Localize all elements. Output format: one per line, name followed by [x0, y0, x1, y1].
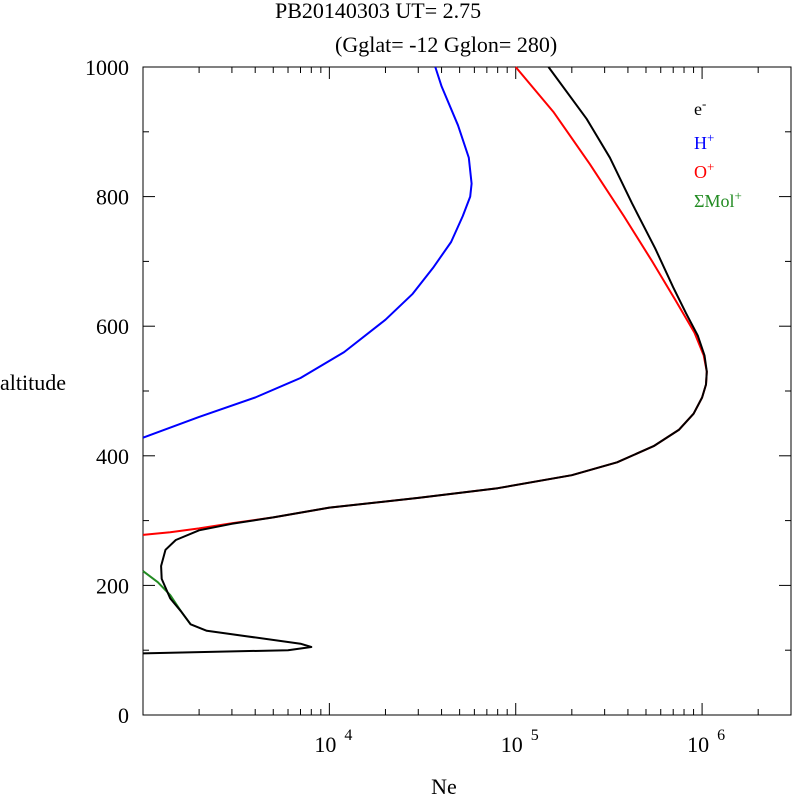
axis-ticks [142, 66, 792, 716]
y-axis-label: altitude [0, 370, 66, 395]
legend-entry: ΣMol+ [694, 188, 742, 211]
x-tick-label: 10 [501, 732, 523, 757]
x-tick-label: 10 [314, 732, 336, 757]
x-tick-label: 10 [687, 732, 709, 757]
y-tick-label: 400 [96, 444, 129, 469]
legend: e- H+ O+ ΣMol+ [694, 96, 742, 211]
legend-entry: e- [694, 96, 706, 119]
series-line [142, 66, 708, 655]
legend-entry: O+ [694, 159, 714, 182]
chart-title: PB20140303 UT= 2.75 [275, 0, 481, 23]
series-line [142, 66, 473, 439]
y-tick-label: 1000 [85, 55, 129, 80]
y-tick-label: 800 [96, 185, 129, 210]
legend-entry: H+ [694, 130, 714, 153]
series-line [142, 66, 708, 536]
series-line [142, 570, 192, 625]
chart-subtitle: (Gglat= -12 Gglon= 280) [335, 32, 557, 57]
x-tick-label-exponent: 6 [717, 727, 725, 744]
y-tick-label: 0 [118, 703, 129, 728]
series-group [142, 66, 708, 655]
y-tick-label: 600 [96, 314, 129, 339]
x-tick-labels: 10 4 10 5 10 6 [314, 727, 725, 757]
y-tick-label: 200 [96, 573, 129, 598]
x-tick-label-exponent: 4 [344, 727, 352, 744]
x-tick-label-exponent: 5 [531, 727, 539, 744]
x-axis-label: Ne [431, 774, 457, 796]
y-tick-labels: 0 200 400 600 800 1000 [85, 55, 129, 728]
